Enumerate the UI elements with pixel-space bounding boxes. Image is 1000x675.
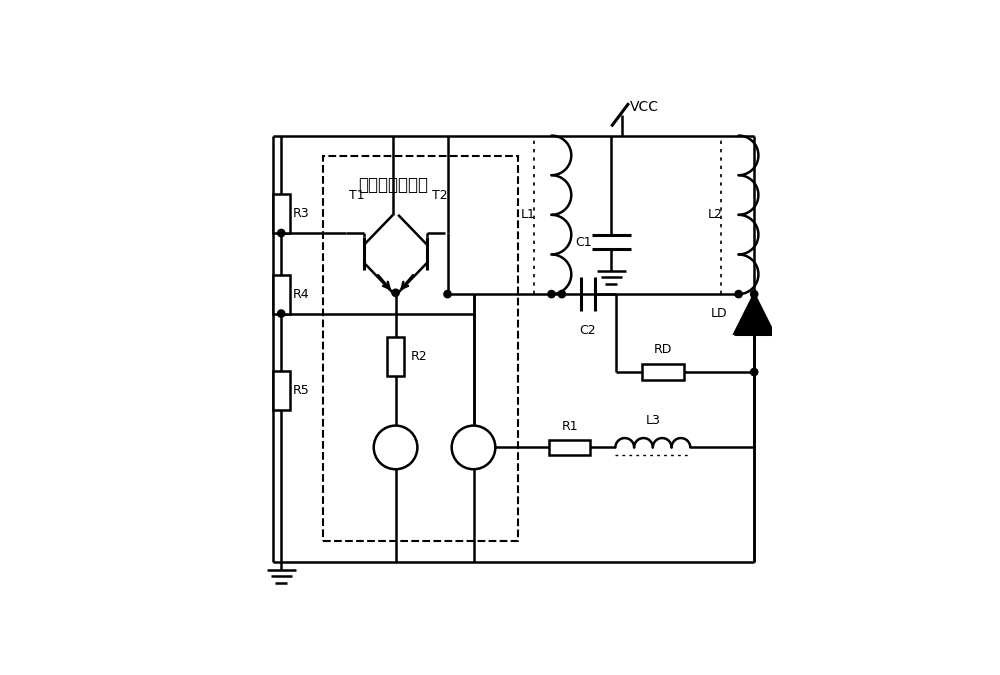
- Text: 激光器驱动电路: 激光器驱动电路: [358, 176, 428, 194]
- Text: C2: C2: [580, 324, 596, 337]
- Bar: [323, 157, 518, 541]
- Text: LD: LD: [711, 307, 727, 321]
- Bar: [549, 439, 590, 455]
- Text: VCC: VCC: [629, 100, 658, 114]
- Circle shape: [558, 290, 566, 298]
- Polygon shape: [734, 294, 774, 333]
- Circle shape: [548, 290, 555, 298]
- Text: RD: RD: [654, 344, 672, 356]
- Text: T2: T2: [432, 189, 448, 202]
- Text: L3: L3: [645, 414, 660, 427]
- Bar: [387, 337, 404, 376]
- Circle shape: [392, 289, 399, 296]
- Circle shape: [374, 426, 417, 469]
- Bar: [273, 275, 290, 314]
- Circle shape: [452, 426, 495, 469]
- Text: R3: R3: [293, 207, 309, 220]
- Circle shape: [278, 310, 285, 317]
- Text: T1: T1: [349, 189, 364, 202]
- Text: R5: R5: [293, 384, 309, 397]
- Circle shape: [444, 290, 451, 298]
- Text: C1: C1: [575, 236, 592, 248]
- Circle shape: [278, 230, 285, 237]
- Circle shape: [751, 290, 758, 298]
- Text: L2: L2: [708, 209, 723, 221]
- Text: R4: R4: [293, 288, 309, 300]
- Circle shape: [735, 290, 742, 298]
- Bar: [273, 371, 290, 410]
- Bar: [642, 364, 684, 380]
- Text: L1: L1: [521, 209, 536, 221]
- Bar: [273, 194, 290, 233]
- Text: R1: R1: [561, 420, 578, 433]
- Circle shape: [751, 369, 758, 376]
- Text: R2: R2: [411, 350, 428, 363]
